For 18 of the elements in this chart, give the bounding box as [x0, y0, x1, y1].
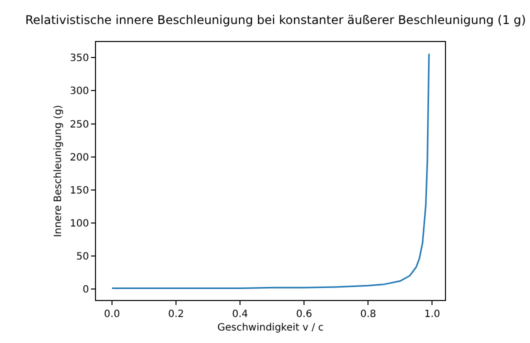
y-tick-label: 0 [82, 284, 89, 296]
y-tick-label: 200 [70, 152, 89, 164]
x-axis-title: Geschwindigkeit v / c [217, 322, 324, 334]
y-tick-label: 100 [70, 218, 89, 230]
x-tick-label: 0.8 [360, 309, 376, 320]
y-tick-label: 350 [70, 53, 89, 64]
y-tick-label: 150 [70, 185, 89, 196]
x-tick-label: 0.4 [232, 309, 248, 320]
y-tick-label: 250 [70, 119, 89, 130]
x-tick-label: 0.2 [168, 309, 184, 320]
y-tick-label: 300 [70, 86, 89, 98]
y-tick-label: 50 [76, 251, 89, 262]
x-tick-label: 0.6 [296, 309, 312, 320]
x-tick-label: 1.0 [424, 309, 440, 320]
line-series [111, 52, 430, 290]
chart-title: Relativistische innere Beschleunigung bei konstanter äußerer Beschleunigung (1 g) [25, 12, 526, 27]
y-axis-title: Innere Beschleunigung (g) [52, 104, 64, 238]
x-tick-label: 0.0 [104, 309, 120, 320]
